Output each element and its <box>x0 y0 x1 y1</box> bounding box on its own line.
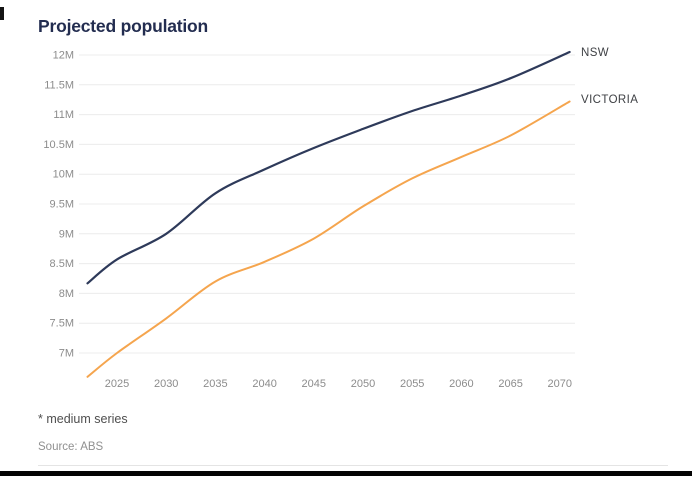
chart-canvas: 12M 11.5M 11M 10.5M 10M 9.5M 9M 8.5M 8M 7.5M 7M 202… <box>43 50 575 390</box>
y-tick-label: 7.5M <box>50 318 74 330</box>
y-tick-label: 12M <box>53 50 74 62</box>
x-tick-label: 2045 <box>302 378 326 390</box>
population-chart: 12M 11.5M 11M 10.5M 10M 9.5M 9M 8.5M 8M 7.5M 7M 202… <box>43 47 639 390</box>
y-tick-label: 9.5M <box>50 199 74 211</box>
x-tick-label: 2055 <box>400 378 424 390</box>
x-tick-label: 2025 <box>105 378 129 390</box>
x-tick-label: 2060 <box>449 378 473 390</box>
x-tick-label: 2070 <box>548 378 572 390</box>
bottom-border-bar <box>0 471 692 476</box>
y-tick-label: 7M <box>59 348 74 360</box>
series-label-victoria: VICTORIA <box>581 94 639 106</box>
x-tick-label: 2065 <box>498 378 522 390</box>
chart-title: Projected population <box>38 16 209 36</box>
series-label-nsw: NSW <box>581 47 610 59</box>
y-tick-label: 11.5M <box>44 79 74 91</box>
y-tick-label: 11M <box>53 109 74 121</box>
footer-divider <box>38 465 668 466</box>
x-tick-label: 2040 <box>252 378 276 390</box>
y-tick-label: 9M <box>59 228 74 240</box>
x-tick-label: 2030 <box>154 378 178 390</box>
x-tick-label: 2035 <box>203 378 227 390</box>
x-tick-label: 2050 <box>351 378 375 390</box>
source-attribution: Source: ABS <box>38 441 104 453</box>
footnote: * medium series <box>38 412 128 426</box>
y-tick-label: 10.5M <box>43 139 74 151</box>
y-tick-label: 8M <box>59 288 74 300</box>
left-edge-mark <box>0 7 4 20</box>
series-line-victoria <box>86 100 571 378</box>
y-tick-label: 10M <box>53 169 74 181</box>
series-line-nsw <box>86 50 571 285</box>
y-tick-label: 8.5M <box>50 258 74 270</box>
